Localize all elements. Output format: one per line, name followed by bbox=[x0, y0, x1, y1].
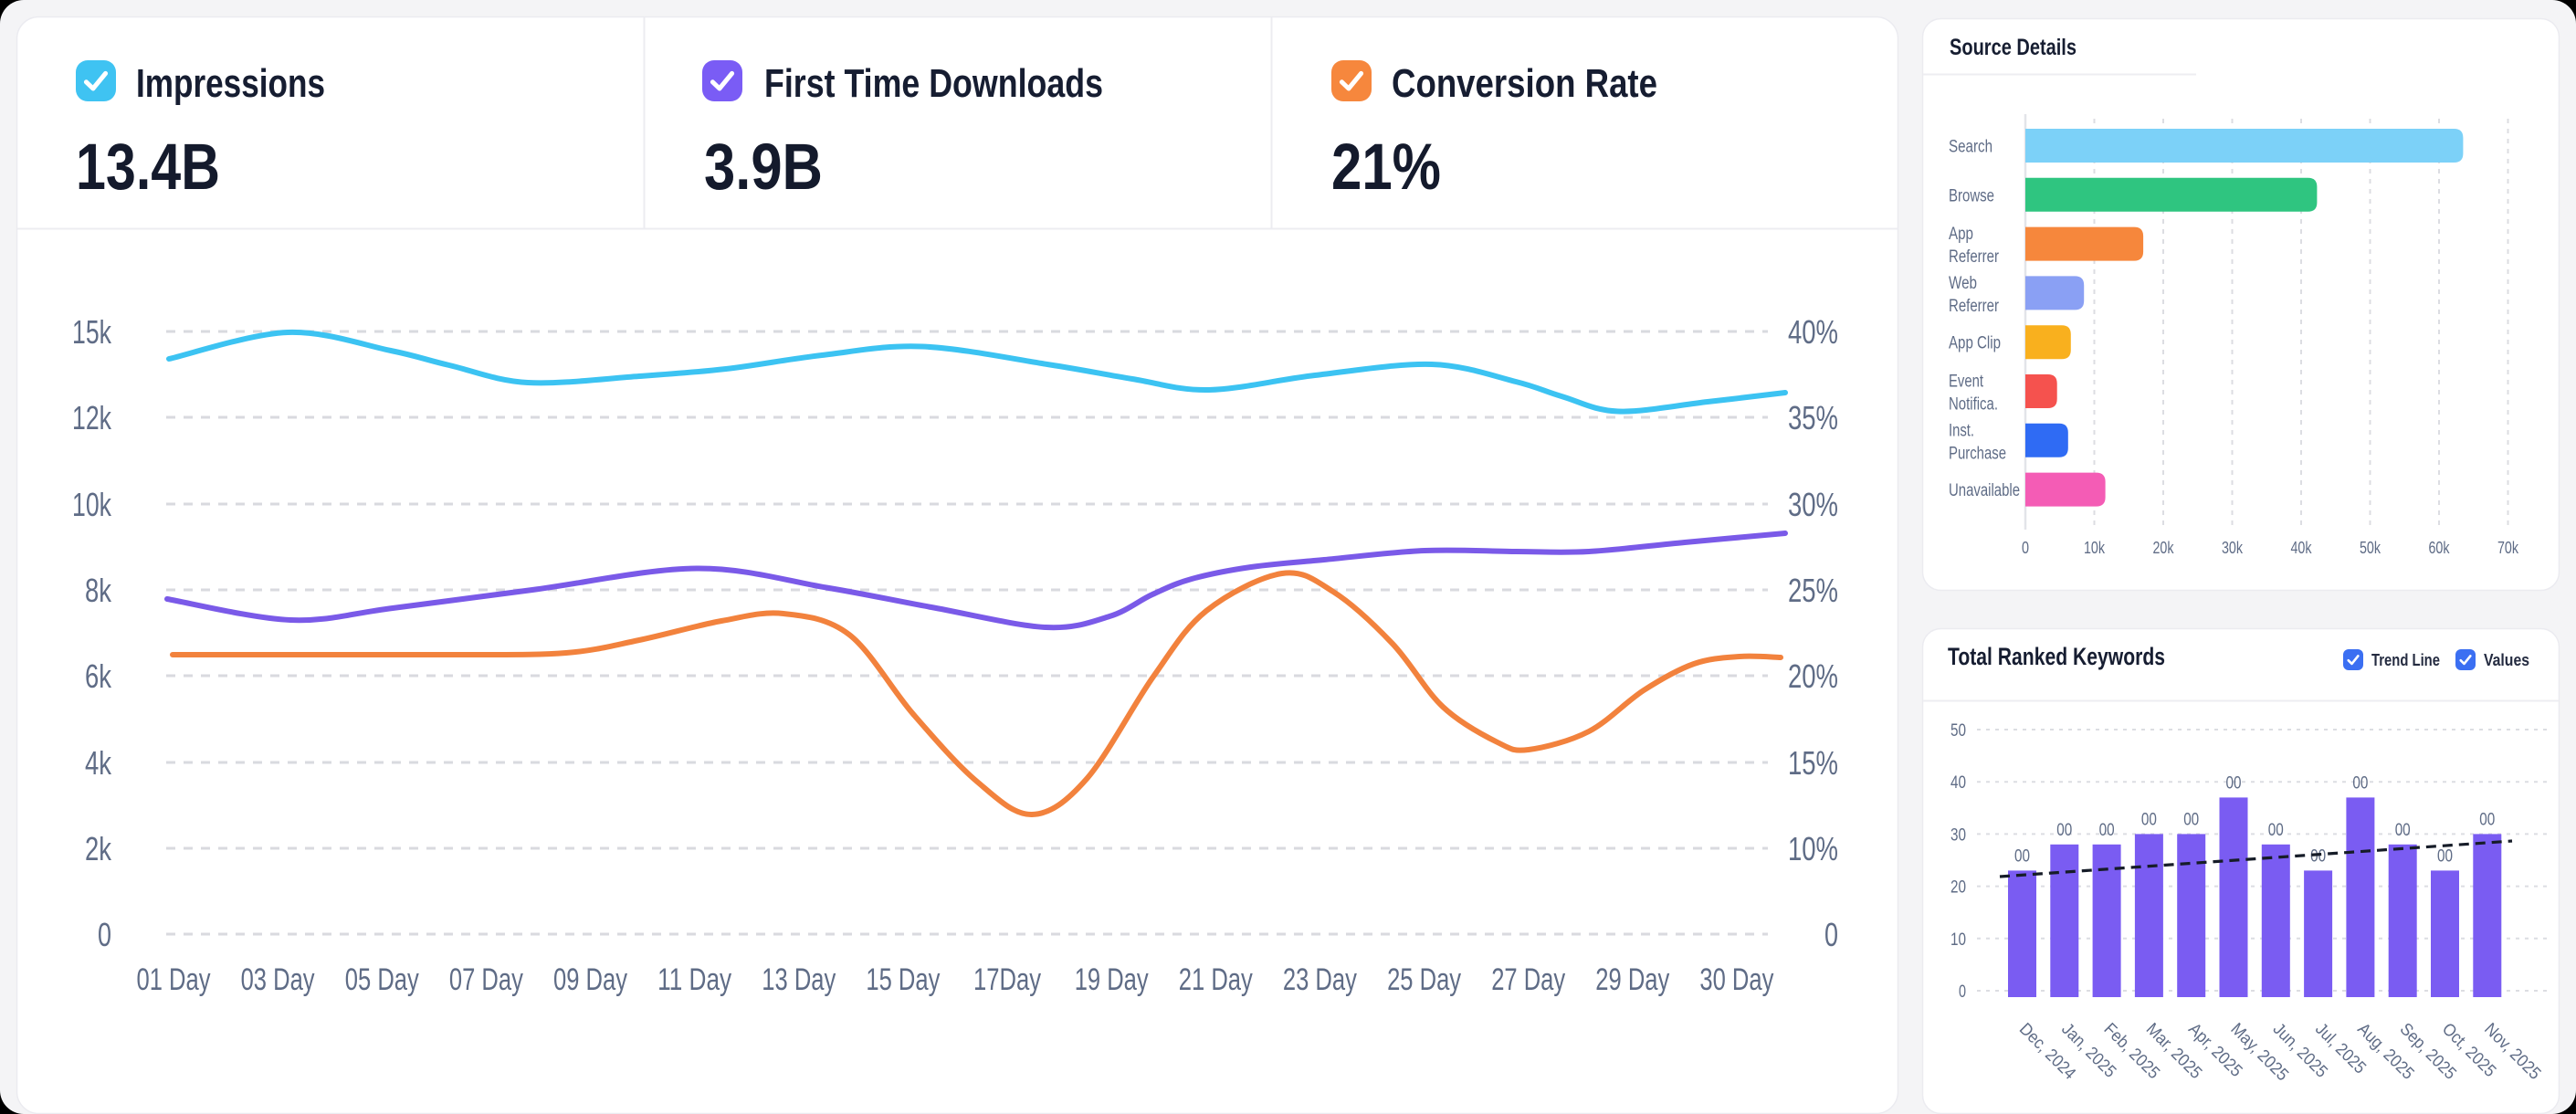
svg-text:30 Day: 30 Day bbox=[1699, 962, 1773, 997]
svg-text:Conversion Rate: Conversion Rate bbox=[1392, 61, 1657, 106]
svg-text:21%: 21% bbox=[1331, 131, 1441, 204]
svg-text:30%: 30% bbox=[1788, 486, 1838, 523]
svg-text:00: 00 bbox=[2141, 810, 2157, 829]
svg-text:4k: 4k bbox=[85, 744, 112, 782]
svg-text:Purchase: Purchase bbox=[1949, 444, 2006, 463]
svg-text:Inst.: Inst. bbox=[1949, 421, 1974, 440]
svg-text:0: 0 bbox=[98, 916, 111, 953]
svg-text:0: 0 bbox=[1824, 916, 1838, 953]
svg-text:00: 00 bbox=[2479, 810, 2495, 829]
svg-text:00: 00 bbox=[2395, 821, 2411, 840]
svg-text:27 Day: 27 Day bbox=[1491, 962, 1565, 997]
svg-text:13.4B: 13.4B bbox=[76, 131, 220, 204]
svg-text:12k: 12k bbox=[72, 399, 112, 436]
svg-text:29 Day: 29 Day bbox=[1595, 962, 1669, 997]
svg-text:03 Day: 03 Day bbox=[241, 962, 315, 997]
svg-text:15%: 15% bbox=[1788, 744, 1838, 782]
svg-text:11 Day: 11 Day bbox=[657, 962, 731, 997]
svg-text:00: 00 bbox=[2014, 846, 2030, 866]
svg-text:Web: Web bbox=[1949, 274, 1977, 293]
svg-text:00: 00 bbox=[2099, 821, 2115, 840]
svg-text:10: 10 bbox=[1950, 930, 1966, 950]
svg-text:19 Day: 19 Day bbox=[1075, 962, 1149, 997]
svg-text:10k: 10k bbox=[72, 486, 112, 523]
svg-text:10k: 10k bbox=[2084, 539, 2106, 557]
svg-text:05 Day: 05 Day bbox=[345, 962, 419, 997]
svg-text:21 Day: 21 Day bbox=[1179, 962, 1253, 997]
svg-text:20: 20 bbox=[1950, 878, 1966, 898]
svg-text:Values: Values bbox=[2484, 651, 2529, 669]
svg-text:40%: 40% bbox=[1788, 313, 1838, 351]
svg-text:13 Day: 13 Day bbox=[762, 962, 836, 997]
svg-text:Source Details: Source Details bbox=[1950, 35, 2077, 60]
svg-text:17Day: 17Day bbox=[973, 962, 1041, 997]
svg-text:40: 40 bbox=[1950, 773, 1966, 793]
svg-text:00: 00 bbox=[2183, 810, 2199, 829]
svg-text:20%: 20% bbox=[1788, 657, 1838, 695]
svg-text:15k: 15k bbox=[72, 313, 112, 351]
svg-text:60k: 60k bbox=[2429, 539, 2451, 557]
svg-text:2k: 2k bbox=[85, 830, 112, 867]
svg-text:70k: 70k bbox=[2497, 539, 2519, 557]
svg-text:8k: 8k bbox=[85, 572, 112, 609]
svg-text:00: 00 bbox=[2226, 773, 2242, 793]
svg-text:Impressions: Impressions bbox=[136, 61, 325, 106]
svg-text:09 Day: 09 Day bbox=[553, 962, 627, 997]
svg-text:00: 00 bbox=[2352, 773, 2368, 793]
svg-text:Referrer: Referrer bbox=[1949, 247, 2000, 267]
svg-text:Search: Search bbox=[1949, 138, 1992, 157]
svg-text:30k: 30k bbox=[2222, 539, 2244, 557]
svg-text:01 Day: 01 Day bbox=[137, 962, 211, 997]
svg-text:50k: 50k bbox=[2360, 539, 2381, 557]
svg-text:20k: 20k bbox=[2153, 539, 2175, 557]
svg-text:Browse: Browse bbox=[1949, 186, 1994, 205]
svg-text:0: 0 bbox=[1959, 983, 1966, 1002]
svg-text:3.9B: 3.9B bbox=[704, 131, 823, 204]
svg-text:00: 00 bbox=[2437, 846, 2453, 866]
svg-text:10%: 10% bbox=[1788, 830, 1838, 867]
svg-text:First Time Downloads: First Time Downloads bbox=[764, 61, 1103, 106]
svg-text:15 Day: 15 Day bbox=[866, 962, 940, 997]
svg-text:50: 50 bbox=[1950, 721, 1966, 741]
svg-text:25 Day: 25 Day bbox=[1387, 962, 1461, 997]
svg-text:00: 00 bbox=[2268, 821, 2284, 840]
svg-text:Total Ranked Keywords: Total Ranked Keywords bbox=[1948, 643, 2165, 670]
svg-text:30: 30 bbox=[1950, 825, 1966, 845]
svg-text:App: App bbox=[1949, 225, 1973, 244]
svg-text:00: 00 bbox=[2310, 846, 2326, 866]
svg-text:Trend Line: Trend Line bbox=[2371, 651, 2440, 669]
svg-text:00: 00 bbox=[2056, 821, 2072, 840]
svg-text:Referrer: Referrer bbox=[1949, 297, 2000, 316]
svg-text:23 Day: 23 Day bbox=[1283, 962, 1357, 997]
svg-text:Notifica.: Notifica. bbox=[1949, 395, 1998, 415]
svg-text:6k: 6k bbox=[85, 657, 112, 695]
svg-text:Event: Event bbox=[1949, 373, 1984, 392]
svg-text:07 Day: 07 Day bbox=[449, 962, 523, 997]
svg-text:App Clip: App Clip bbox=[1949, 334, 2001, 353]
svg-text:25%: 25% bbox=[1788, 572, 1838, 609]
svg-text:40k: 40k bbox=[2291, 539, 2313, 557]
svg-text:0: 0 bbox=[2022, 539, 2029, 557]
svg-text:35%: 35% bbox=[1788, 399, 1838, 436]
svg-text:Unavailable: Unavailable bbox=[1949, 481, 2020, 500]
